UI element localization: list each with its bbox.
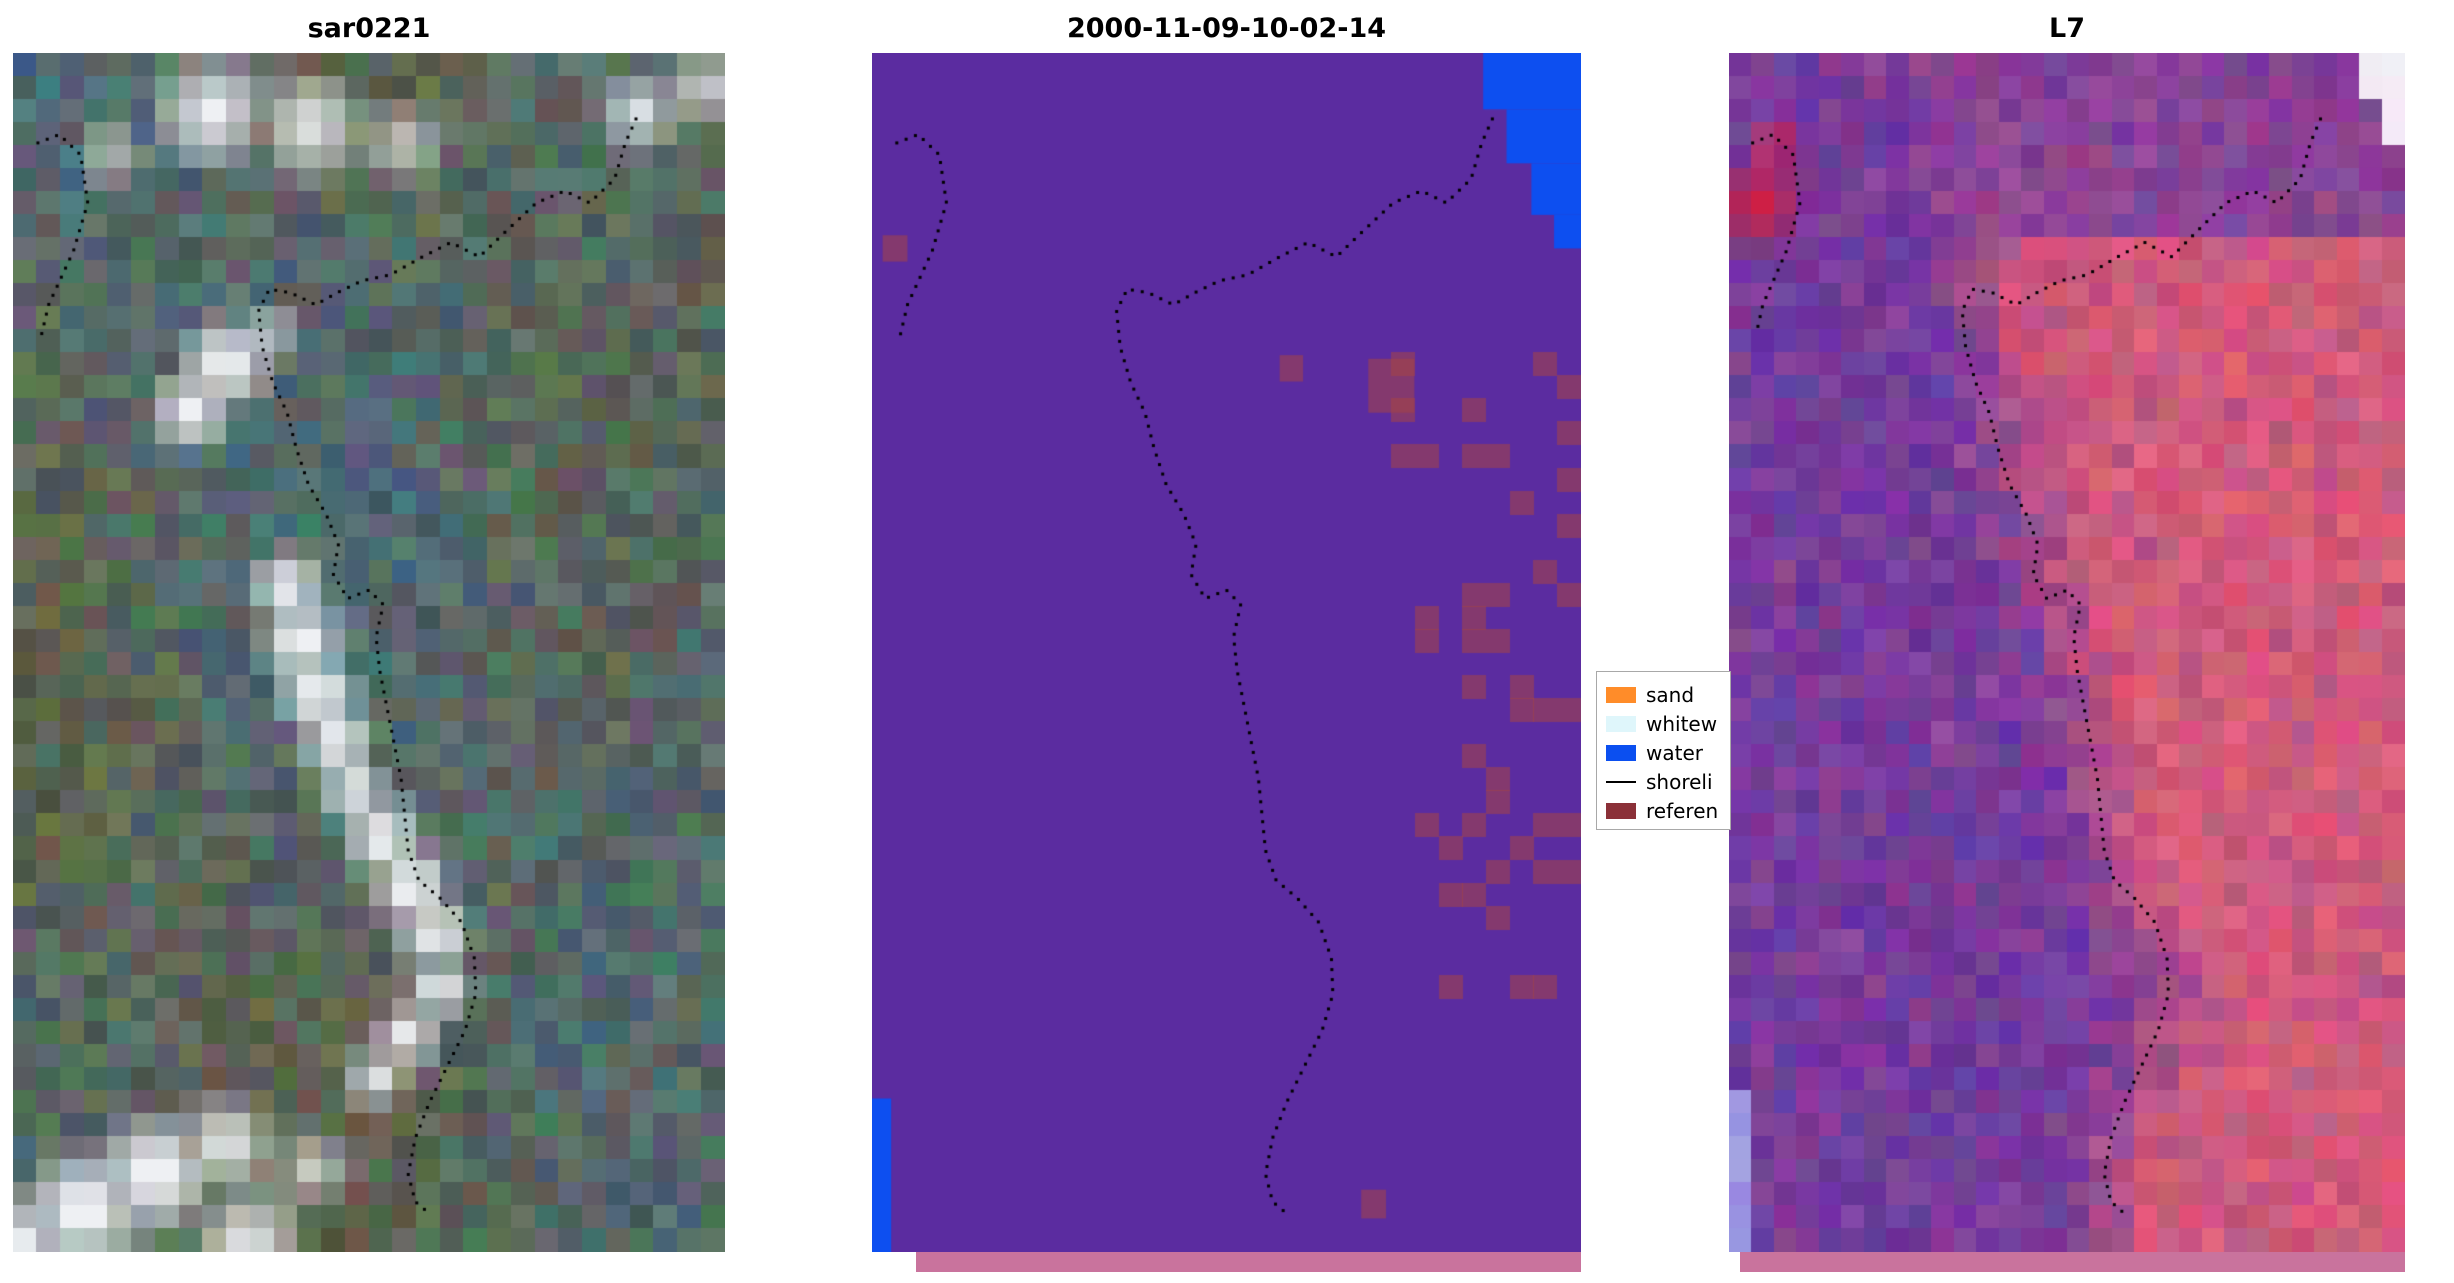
legend-label-whitewater: whitew	[1646, 711, 1718, 736]
panel-title-l7: L7	[2049, 13, 2085, 44]
legend-label-shoreline: shoreli	[1646, 769, 1713, 794]
panel-title-sar0221: sar0221	[307, 13, 431, 44]
legend-entry-whitewater: whitew	[1606, 709, 1730, 738]
legend-box: sand whitew water shoreli referen	[1596, 671, 1731, 830]
legend-label-water: water	[1646, 740, 1703, 765]
sand-swatch	[1606, 686, 1636, 703]
whitewater-swatch	[1606, 715, 1636, 732]
legend-entry-sand: sand	[1606, 680, 1730, 709]
bottom-strip-l7	[1740, 1252, 2405, 1272]
legend-label-sand: sand	[1646, 682, 1695, 707]
shoreline-line-swatch	[1606, 780, 1636, 783]
legend-entry-shoreline: shoreli	[1606, 767, 1730, 796]
panel-title-date: 2000-11-09-10-02-14	[1066, 13, 1387, 44]
legend-label-reference: referen	[1646, 798, 1719, 823]
bottom-strip-classification	[916, 1252, 1581, 1272]
reference-swatch	[1606, 802, 1636, 819]
legend-entry-reference: referen	[1606, 796, 1730, 825]
sar-image-panel	[13, 53, 725, 1252]
water-swatch	[1606, 744, 1636, 761]
classification-map-panel	[872, 53, 1581, 1252]
l7-image-panel	[1729, 53, 2405, 1252]
legend-entry-water: water	[1606, 738, 1730, 767]
